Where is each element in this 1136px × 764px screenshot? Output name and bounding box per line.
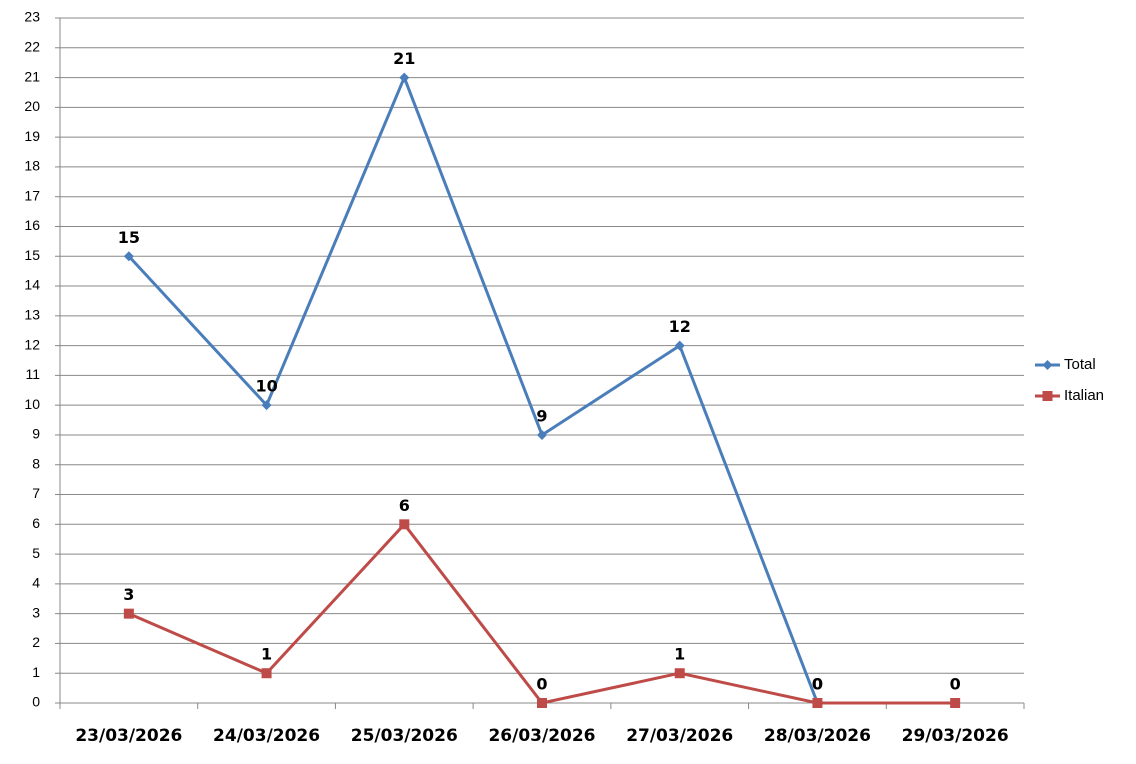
marker <box>123 251 134 262</box>
y-tick-label: 14 <box>24 277 40 293</box>
legend-label: Italian <box>1064 387 1104 404</box>
y-tick-label: 4 <box>32 575 40 591</box>
marker <box>674 340 685 351</box>
y-tick-label: 7 <box>32 485 40 501</box>
data-label: 1 <box>261 645 272 664</box>
y-tick-label: 3 <box>32 604 40 620</box>
marker <box>123 608 134 619</box>
y-tick-label: 13 <box>24 307 40 323</box>
data-label: 9 <box>536 406 547 425</box>
x-tick-label: 28/03/2026 <box>764 726 871 746</box>
data-label: 0 <box>812 675 823 694</box>
marker <box>399 72 410 83</box>
marker <box>950 698 961 708</box>
y-tick-label: 1 <box>32 664 40 680</box>
legend-marker <box>1042 360 1053 370</box>
y-tick-label: 15 <box>24 247 40 263</box>
x-tick-label: 23/03/2026 <box>75 726 182 746</box>
y-tick-label: 6 <box>32 515 40 531</box>
data-label: 0 <box>950 675 961 694</box>
y-tick-label: 21 <box>24 68 40 84</box>
y-tick-label: 19 <box>24 128 40 144</box>
marker <box>261 668 272 679</box>
y-tick-label: 23 <box>24 9 40 25</box>
data-label: 3 <box>123 585 134 604</box>
y-tick-label: 2 <box>32 634 40 650</box>
data-label: 10 <box>255 377 277 396</box>
data-label: 1 <box>674 645 685 664</box>
y-tick-label: 11 <box>25 366 40 382</box>
y-tick-label: 5 <box>32 545 40 561</box>
data-label: 6 <box>399 496 410 515</box>
marker <box>261 400 272 411</box>
data-label: 0 <box>536 675 547 694</box>
x-tick-label: 27/03/2026 <box>626 726 733 746</box>
y-tick-label: 0 <box>32 694 40 710</box>
marker <box>812 698 823 708</box>
y-tick-label: 20 <box>24 98 40 114</box>
legend-marker <box>1042 391 1053 401</box>
marker <box>674 668 685 679</box>
y-tick-label: 18 <box>24 158 40 174</box>
y-tick-label: 9 <box>32 426 40 442</box>
y-tick-label: 22 <box>24 38 40 54</box>
x-tick-label: 24/03/2026 <box>213 726 320 746</box>
y-tick-label: 16 <box>24 217 40 233</box>
y-tick-label: 10 <box>24 396 40 412</box>
x-tick-label: 29/03/2026 <box>902 726 1009 746</box>
marker <box>537 429 547 440</box>
data-label: 21 <box>393 49 415 68</box>
legend-label: Total <box>1064 356 1096 373</box>
series-line <box>127 73 819 704</box>
x-tick-label: 26/03/2026 <box>488 726 595 746</box>
y-tick-label: 17 <box>24 187 40 203</box>
marker <box>399 519 410 530</box>
data-label: 0 <box>812 675 823 694</box>
x-tick-label: 25/03/2026 <box>351 726 458 746</box>
marker <box>537 698 547 708</box>
y-tick-label: 8 <box>32 455 40 471</box>
y-tick-label: 12 <box>24 336 40 352</box>
data-label: 12 <box>669 317 691 336</box>
data-label: 15 <box>118 228 140 247</box>
